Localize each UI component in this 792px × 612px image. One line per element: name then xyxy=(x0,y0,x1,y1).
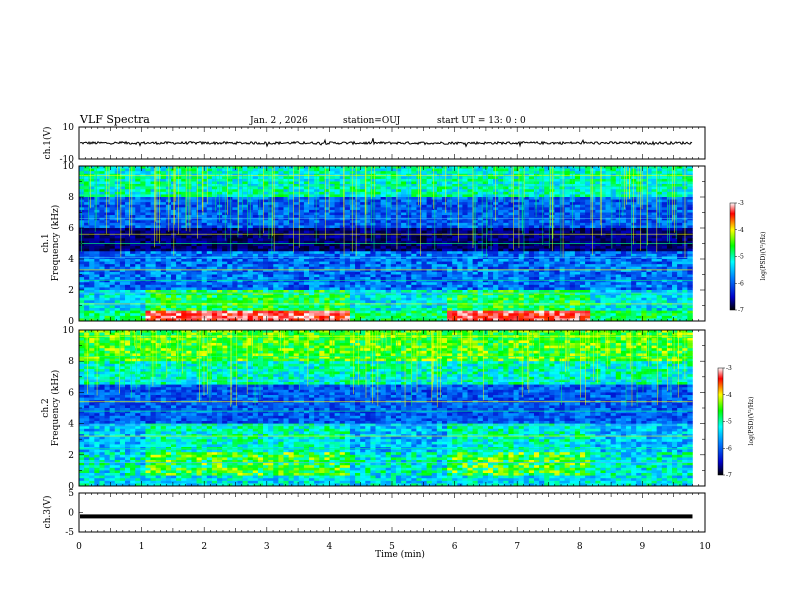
y-tick-label: 2 xyxy=(68,451,74,461)
ch1-colorbar-label: log(PSD)(V²/Hz) xyxy=(760,232,767,281)
y-tick-label: 8 xyxy=(68,357,74,367)
x-tick-label: 4 xyxy=(327,542,333,552)
y-tick-label: 6 xyxy=(68,224,74,234)
colorbar-tick-label: -4 xyxy=(738,227,744,234)
ch3-volts-label: ch.3(V) xyxy=(42,496,53,529)
y-tick-label: 5 xyxy=(68,489,74,499)
y-tick-label: 8 xyxy=(68,193,74,203)
x-tick-label: 9 xyxy=(640,542,646,552)
y-tick-label: 10 xyxy=(63,123,75,133)
y-tick-label: 0 xyxy=(68,482,74,492)
date-label: Jan. 2 , 2026 xyxy=(249,116,308,126)
x-axis-label: Time (min) xyxy=(375,549,425,560)
y-tick-label: 4 xyxy=(68,420,74,430)
ch2-colorbar-label: log(PSD)(V²/Hz) xyxy=(748,397,755,446)
x-tick-label: 1 xyxy=(139,542,145,552)
ch2-frequency-label: Frequency (kHz) xyxy=(50,370,61,447)
ch2-spectrogram-panel xyxy=(78,329,706,487)
colorbar-tick-label: -5 xyxy=(726,419,732,426)
y-tick-label: 10 xyxy=(63,326,75,336)
ch2-spec-channel-label: ch.2 xyxy=(41,398,51,417)
x-tick-label: 3 xyxy=(264,542,270,552)
y-tick-label: 0 xyxy=(68,509,74,519)
y-tick-label: 0 xyxy=(68,317,74,327)
ch1-waveform-trace xyxy=(79,138,693,148)
start-time-label: start UT = 13: 0 : 0 xyxy=(437,116,526,126)
colorbar-tick-label: -6 xyxy=(738,280,744,287)
x-tick-label: 0 xyxy=(76,542,82,552)
y-tick-label: 4 xyxy=(68,255,74,265)
ch3-waveform-trace xyxy=(80,514,693,519)
ch2-colorbar: -3 -4 -5 -6 -7 log(PSD)(V²/Hz) xyxy=(717,365,755,479)
x-tick-label: 5 xyxy=(389,542,395,552)
ch1-volts-label: ch.1(V) xyxy=(42,127,53,160)
x-tick-label: 8 xyxy=(577,542,583,552)
y-tick-label: 6 xyxy=(68,388,74,398)
ch1-frequency-label: Frequency (kHz) xyxy=(50,205,61,282)
x-tick-label: 2 xyxy=(201,542,207,552)
x-tick-label: 6 xyxy=(452,542,458,552)
y-tick-label: -5 xyxy=(65,528,74,538)
colorbar-tick-label: -5 xyxy=(738,254,744,261)
ch1-spec-channel-label: ch.1 xyxy=(41,233,51,252)
colorbar-tick-label: -3 xyxy=(726,365,732,372)
y-tick-label: -10 xyxy=(60,155,75,165)
ch2-spectrogram-image xyxy=(79,330,693,487)
colorbar-tick-label: -7 xyxy=(738,307,744,314)
x-tick-label: 7 xyxy=(514,542,520,552)
colorbar-tick-label: -4 xyxy=(726,392,732,399)
station-label: station=OUJ xyxy=(343,116,401,126)
y-tick-label: 10 xyxy=(63,162,75,172)
ch1-spectrogram-image xyxy=(79,166,693,322)
ch1-colorbar: -3 -4 -5 -6 -7 log(PSD)(V²/Hz) xyxy=(729,200,767,314)
y-tick-label: 2 xyxy=(68,286,74,296)
chart-title: VLF Spectra xyxy=(79,113,150,126)
colorbar-tick-label: -7 xyxy=(726,472,732,479)
ch3-waveform-panel xyxy=(78,492,706,533)
x-tick-label: 10 xyxy=(699,542,711,552)
colorbar-tick-label: -3 xyxy=(738,200,744,207)
ch1-waveform-panel xyxy=(78,126,706,160)
ch1-spectrogram-panel xyxy=(78,165,706,322)
colorbar-tick-label: -6 xyxy=(726,445,732,452)
